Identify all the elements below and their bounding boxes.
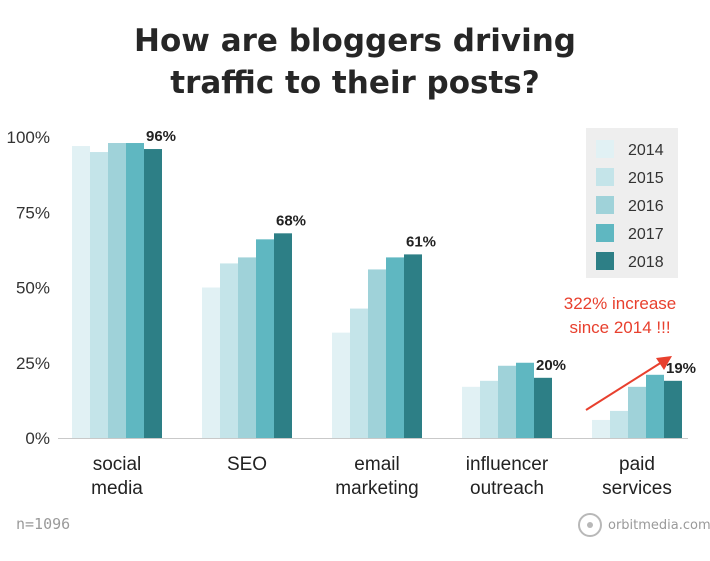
- bar-2017-0: [126, 143, 144, 438]
- bar-2015-1: [220, 263, 238, 438]
- x-category-label: outreach: [470, 478, 544, 499]
- data-label: 68%: [276, 212, 306, 229]
- x-category-label: SEO: [227, 454, 267, 475]
- bar-2017-1: [256, 239, 274, 438]
- data-label: 20%: [536, 357, 566, 374]
- legend-swatch-2015: [596, 168, 614, 186]
- x-category-label: marketing: [335, 478, 418, 499]
- x-category-label: influencer: [466, 454, 549, 475]
- x-category-label: services: [602, 478, 672, 499]
- y-tick-label: 0%: [25, 429, 50, 448]
- legend-swatch-2017: [596, 224, 614, 242]
- legend-label: 2018: [628, 254, 664, 271]
- bar-2018-2: [404, 254, 422, 438]
- bar-2014-2: [332, 332, 350, 438]
- bar-2017-3: [516, 362, 534, 438]
- bar-2014-0: [72, 146, 90, 438]
- x-category-label: social: [93, 454, 142, 475]
- chart-title: How are bloggers driving traffic to thei…: [0, 20, 710, 104]
- legend-label: 2014: [628, 142, 664, 159]
- bar-2017-2: [386, 257, 404, 438]
- annotation-line-1: 322% increase: [563, 294, 677, 313]
- bar-2016-4: [628, 386, 646, 438]
- y-tick-label: 25%: [16, 354, 50, 373]
- y-tick-label: 50%: [16, 279, 50, 298]
- bar-2014-4: [592, 419, 610, 438]
- bar-2014-1: [202, 287, 220, 438]
- x-category-label: paid: [619, 454, 655, 475]
- annotation-arrow-line: [585, 361, 663, 411]
- increase-annotation: 322% increase since 2014 !!!: [540, 292, 700, 340]
- annotation-line-2: since 2014 !!!: [569, 318, 671, 337]
- bar-2015-2: [350, 308, 368, 438]
- bar-2018-0: [144, 149, 162, 439]
- brand-name: orbitmedia.com: [608, 517, 710, 533]
- sample-size-note: n=1096: [16, 515, 71, 533]
- bar-2015-4: [610, 410, 628, 438]
- legend-swatch-2016: [596, 196, 614, 214]
- brand-watermark: orbitmedia.com: [578, 512, 710, 538]
- bar-2016-0: [108, 143, 126, 438]
- legend-swatch-2018: [596, 252, 614, 270]
- legend-label: 2017: [628, 226, 664, 243]
- bar-2015-3: [480, 380, 498, 438]
- bar-2018-4: [664, 380, 682, 438]
- data-label: 96%: [146, 128, 176, 145]
- bar-2015-0: [90, 152, 108, 439]
- legend-label: 2015: [628, 170, 664, 187]
- bar-2016-1: [238, 257, 256, 438]
- bar-2018-1: [274, 233, 292, 438]
- bar-2016-3: [498, 365, 516, 438]
- chart-title-line-2: traffic to their posts?: [170, 65, 540, 101]
- orbit-logo-icon: [578, 513, 602, 537]
- bar-2018-3: [534, 377, 552, 438]
- bar-2016-2: [368, 269, 386, 438]
- bar-2014-3: [462, 386, 480, 438]
- x-category-label: email: [354, 454, 399, 475]
- data-label: 61%: [406, 233, 436, 250]
- y-tick-label: 100%: [7, 128, 50, 147]
- chart-title-line-1: How are bloggers driving: [134, 23, 576, 59]
- annotation-arrow-head: [656, 356, 672, 370]
- data-label: 19%: [666, 360, 696, 377]
- legend-label: 2016: [628, 198, 664, 215]
- bar-2017-4: [646, 374, 664, 438]
- x-category-label: media: [91, 478, 143, 499]
- y-tick-label: 75%: [16, 203, 50, 222]
- legend-swatch-2014: [596, 140, 614, 158]
